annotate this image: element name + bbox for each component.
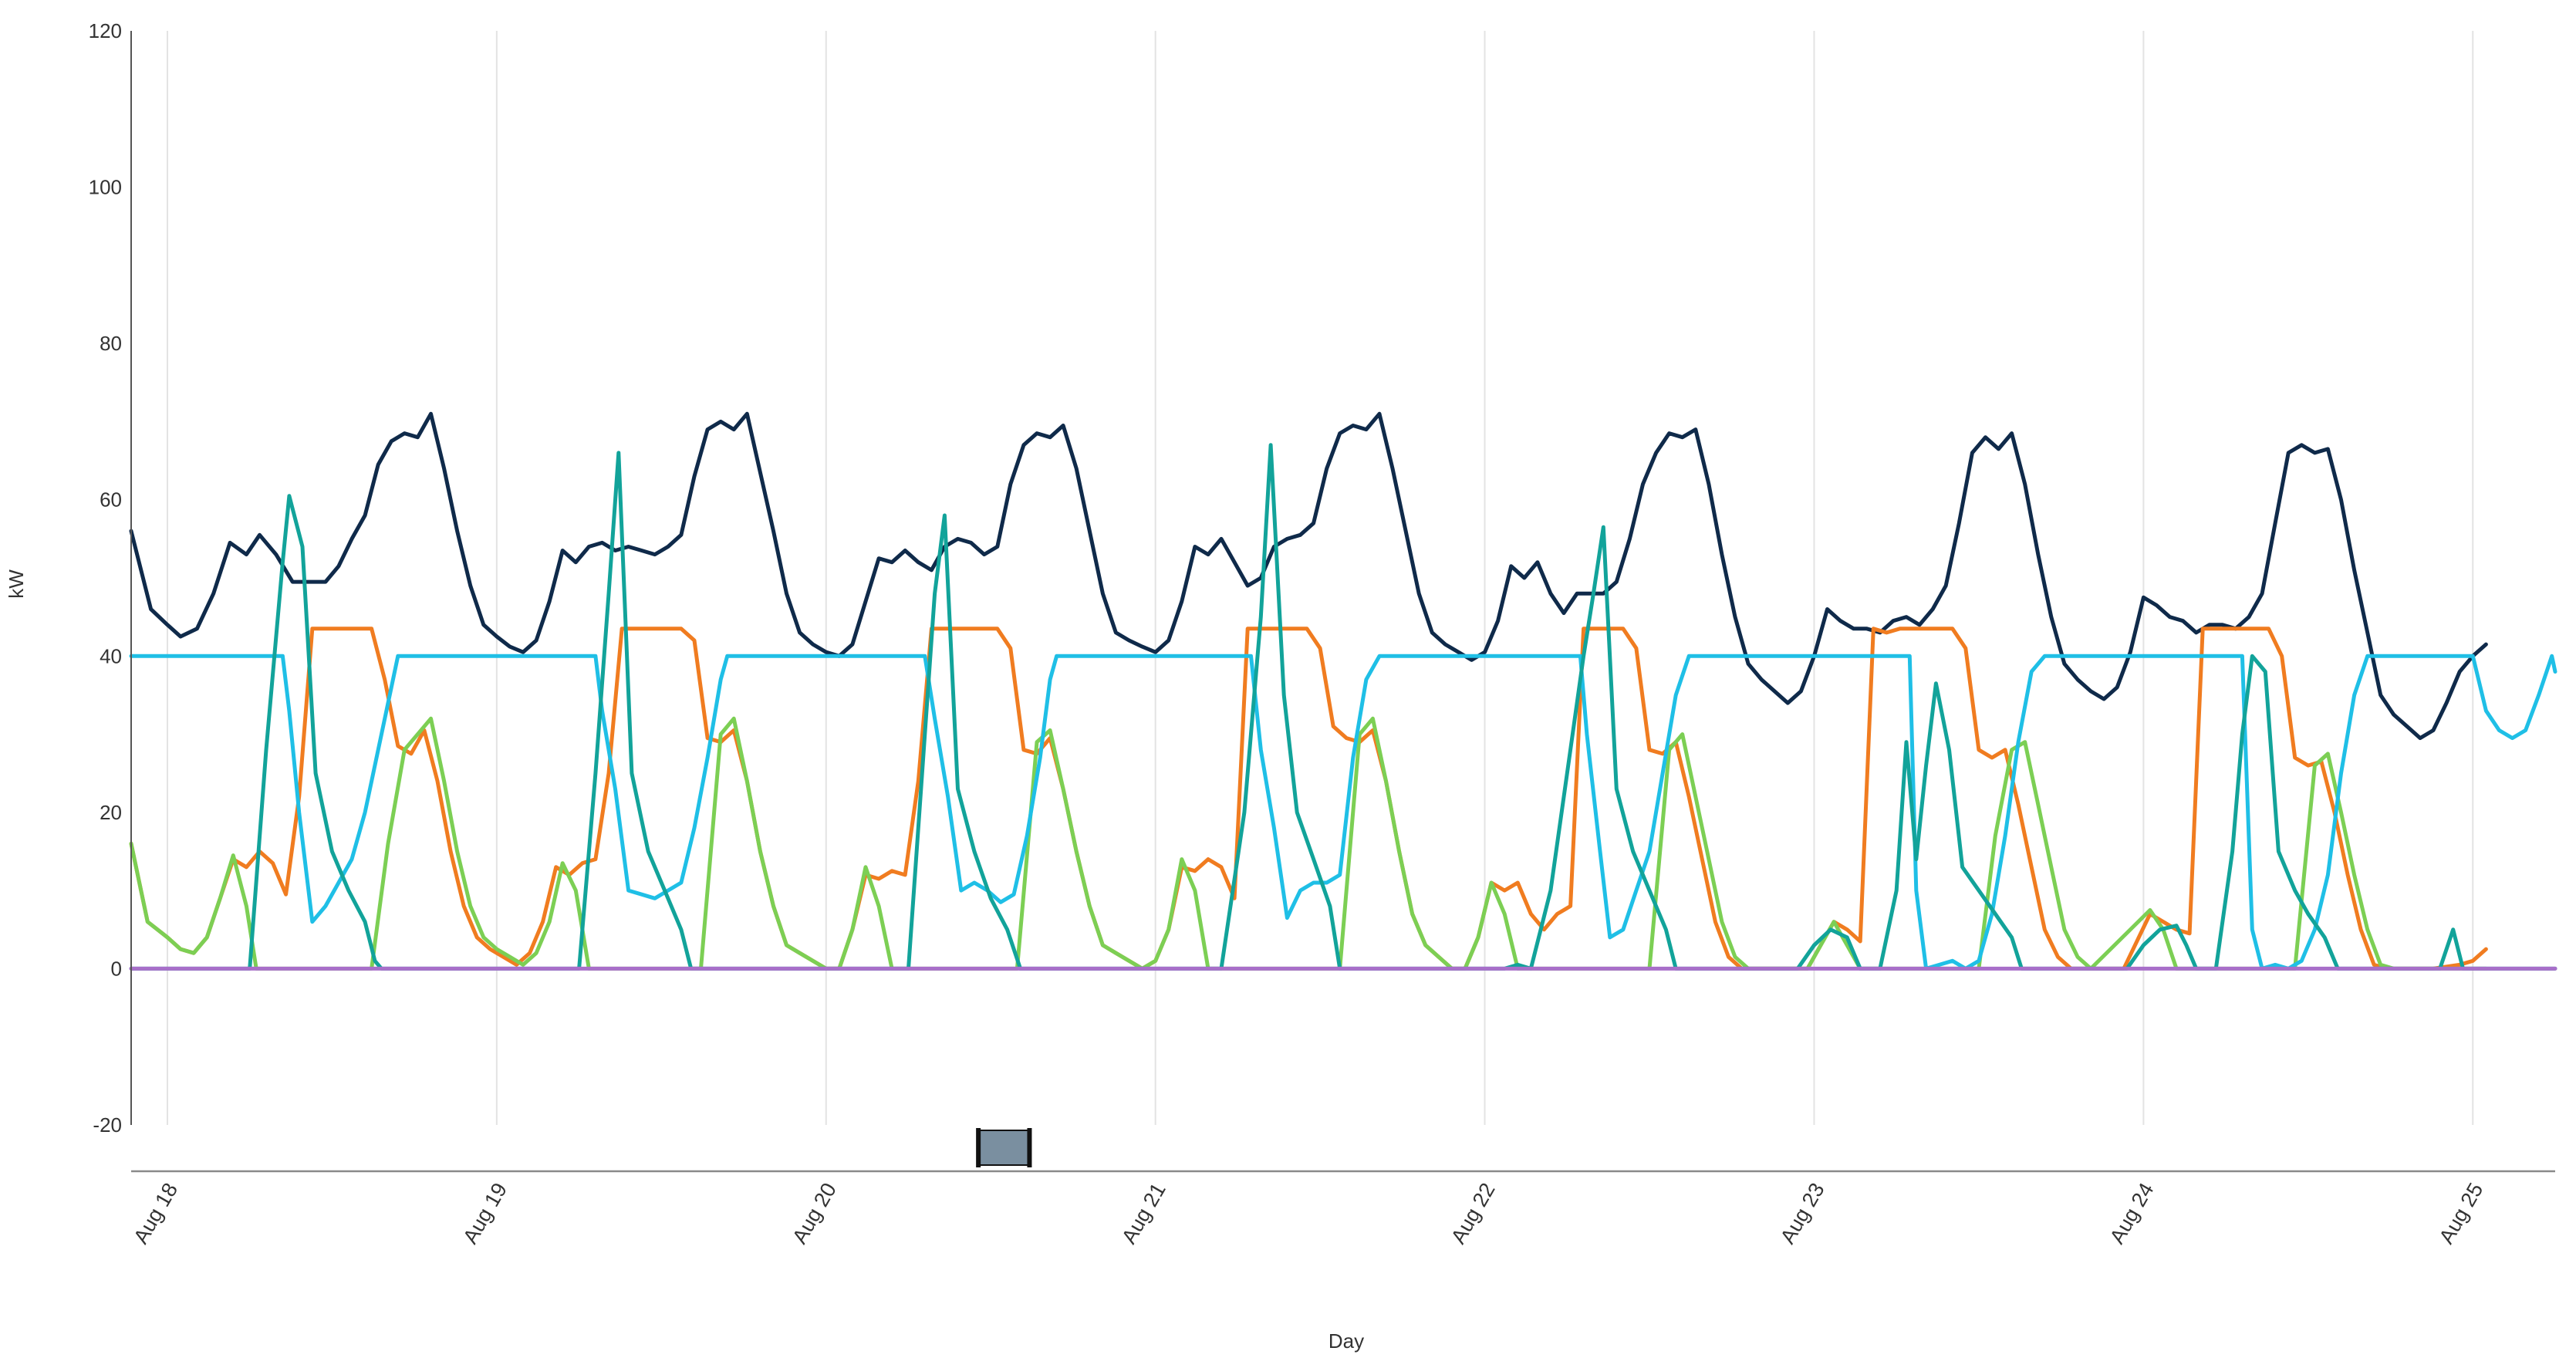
x-tick-label: Aug 18 — [129, 1179, 182, 1248]
y-axis: -20 0 20 40 60 80 100 120 — [89, 19, 132, 1137]
y-tick-label: 120 — [89, 19, 122, 42]
y-tick-label: 60 — [100, 488, 122, 512]
y-tick-label: 80 — [100, 332, 122, 355]
series-group — [129, 411, 2557, 971]
x-tick-label: Aug 20 — [788, 1179, 841, 1248]
x-tick-label: Aug 19 — [458, 1179, 511, 1248]
x-tick-label: Aug 24 — [2105, 1179, 2159, 1248]
range-selector-right-handle[interactable] — [1027, 1128, 1032, 1167]
x-axis-label: Day — [1329, 1329, 1364, 1353]
gridlines — [166, 31, 2474, 1125]
x-tick-label: Aug 22 — [1447, 1179, 1500, 1248]
series-line-1 — [129, 411, 2488, 741]
range-selector-window[interactable] — [977, 1130, 1031, 1166]
y-tick-label: 100 — [89, 176, 122, 199]
y-axis-label: kW — [5, 569, 28, 599]
y-tick-label: 40 — [100, 644, 122, 667]
y-tick-label: -20 — [93, 1113, 122, 1137]
x-tick-label: Aug 21 — [1117, 1179, 1170, 1248]
x-axis: Aug 18 Aug 19 Aug 20 Aug 21 Aug 22 Aug 23 Aug … — [129, 1170, 2555, 1248]
range-selector[interactable] — [976, 1128, 1032, 1167]
range-selector-left-handle[interactable] — [976, 1128, 981, 1167]
x-tick-label: Aug 23 — [1776, 1179, 1829, 1248]
x-tick-label: Aug 25 — [2435, 1179, 2488, 1248]
series-line-3 — [129, 716, 2488, 971]
y-tick-label: 20 — [100, 801, 122, 824]
y-tick-label: 0 — [111, 957, 122, 980]
series-line-2 — [129, 627, 2488, 971]
series-line-5 — [129, 443, 2557, 971]
